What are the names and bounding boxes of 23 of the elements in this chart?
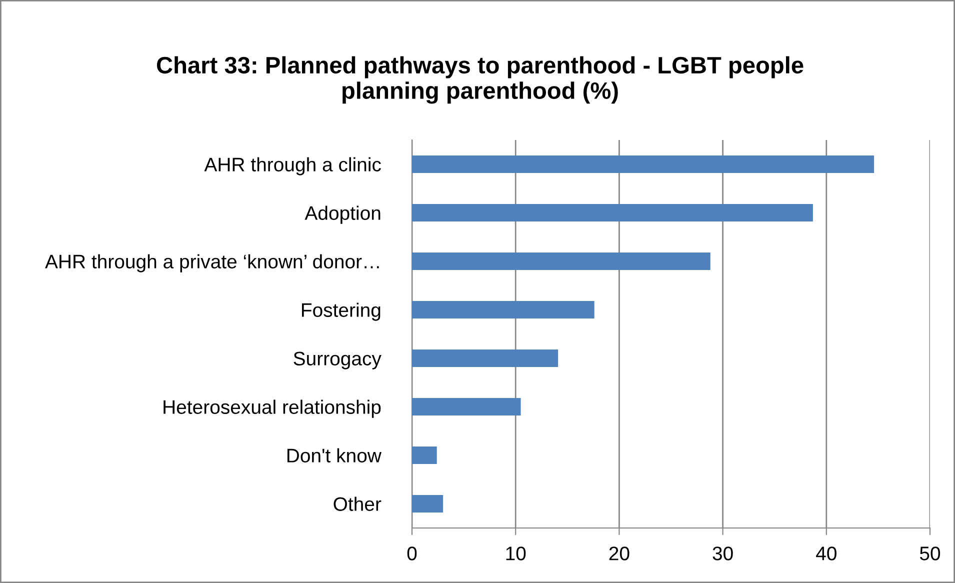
bar <box>412 398 521 416</box>
x-tick-label: 20 <box>609 546 630 560</box>
y-tick-label: AHR through a clinic <box>204 157 381 176</box>
y-tick-label: Fostering <box>302 302 380 321</box>
y-tick-label: Surrogacy <box>294 352 382 370</box>
y-tick-label: Don't know <box>287 448 382 462</box>
y-tick-label: Adoption <box>304 206 380 224</box>
x-tick-label: 40 <box>816 546 836 560</box>
bar <box>412 156 874 173</box>
x-tick-label: 0 <box>407 546 417 560</box>
y-tick-label: Other <box>334 496 382 511</box>
bar <box>412 495 444 512</box>
bar <box>412 301 594 318</box>
y-tick-label: Heterosexual relationship <box>164 400 381 418</box>
bar <box>412 446 437 464</box>
bar <box>412 204 813 222</box>
bar <box>412 350 558 367</box>
x-tick-label: 10 <box>506 546 526 560</box>
x-tick-label: 30 <box>712 546 733 560</box>
x-tick-label: 50 <box>920 546 940 560</box>
chart-title: Chart 33: Planned pathways to parenthood - LGBT people planning parenthood (%) <box>156 56 804 104</box>
y-tick-label: AHR through a private ‘known’ donor… <box>45 254 379 272</box>
bar <box>412 252 710 270</box>
